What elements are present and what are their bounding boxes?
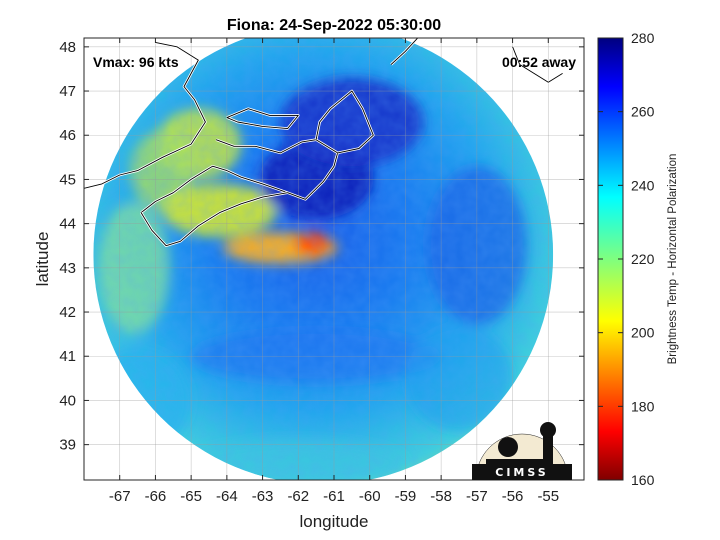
y-tick-label: 40 (59, 392, 76, 409)
x-tick-label: -62 (287, 488, 309, 505)
colorbar-ticks: 160 180 200 220 240 260 280 (598, 30, 655, 488)
y-axis-label: latitude (33, 232, 52, 287)
y-tick-label: 45 (59, 171, 76, 188)
y-tick-label: 41 (59, 348, 76, 365)
colorbar-tick-label: 160 (631, 472, 655, 488)
cimss-logo: CIMSS (472, 422, 572, 481)
x-tick-label: -56 (502, 488, 524, 505)
x-axis-ticks: -67 -66 -65 -64 -63 -62 -61 -60 -59 -58 -57 -56 -55 (109, 38, 559, 505)
y-tick-label: 43 (59, 260, 76, 277)
x-tick-label: -57 (466, 488, 488, 505)
x-axis-label: longitude (299, 512, 368, 531)
colorbar-tick-label: 200 (631, 325, 655, 341)
x-tick-label: -55 (537, 488, 559, 505)
y-tick-label: 46 (59, 127, 76, 144)
grid-lines (84, 38, 584, 480)
logo-dish-icon (498, 437, 518, 457)
x-tick-label: -59 (395, 488, 417, 505)
colorbar-tick-label: 220 (631, 251, 655, 267)
x-tick-label: -64 (216, 488, 238, 505)
colorbar-tick-label: 260 (631, 104, 655, 120)
coastline-newfoundland-sw (390, 38, 419, 65)
cimss-logo-text: CIMSS (495, 466, 548, 479)
x-tick-label: -66 (145, 488, 167, 505)
x-tick-label: -60 (359, 488, 381, 505)
coastline-nova-scotia-south (140, 192, 288, 247)
vmax-annotation: Vmax: 96 kts (93, 54, 179, 70)
chart-title: Fiona: 24-Sep-2022 05:30:00 (227, 17, 441, 34)
y-axis-ticks: 39 40 41 42 43 44 45 46 47 48 (59, 39, 584, 454)
coastline-anticosti (252, 0, 291, 3)
colorbar-label: Brightness Temp - Horizontal Polarizatio… (667, 154, 679, 365)
colorbar-tick-label: 240 (631, 177, 655, 193)
coastlines (84, 0, 564, 247)
logo-tank-icon (540, 422, 556, 438)
y-tick-label: 48 (59, 39, 76, 56)
y-tick-label: 44 (59, 216, 76, 233)
y-tick-label: 47 (59, 83, 76, 100)
coastline-newfoundland-s (512, 46, 563, 83)
x-tick-label: -61 (323, 488, 345, 505)
coastline-anticosti-halo (252, 0, 291, 3)
colorbar-tick-label: 280 (631, 30, 655, 46)
x-tick-label: -65 (180, 488, 202, 505)
y-tick-label: 39 (59, 437, 76, 454)
coastline-cape-breton (315, 90, 374, 154)
coastline-nova-scotia-north (140, 139, 339, 213)
y-tick-label: 42 (59, 304, 76, 321)
colorbar: 160 180 200 220 240 260 280 Brightness Temp - … (597, 30, 679, 488)
colorbar-tick-label: 180 (631, 398, 655, 414)
x-tick-label: -58 (430, 488, 452, 505)
x-tick-label: -67 (109, 488, 131, 505)
coastline-pei (226, 108, 299, 130)
logo-tower-icon (543, 433, 553, 475)
x-tick-label: -63 (252, 488, 274, 505)
time-offset-annotation: 00:52 away (502, 54, 576, 70)
coastline-new-brunswick (84, 41, 206, 189)
